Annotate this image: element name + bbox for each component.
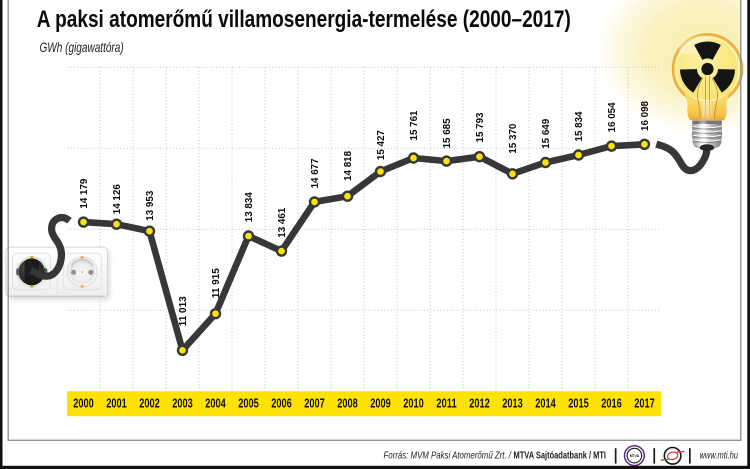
svg-text:15 761: 15 761 bbox=[409, 110, 420, 140]
svg-text:14 677: 14 677 bbox=[310, 158, 321, 188]
svg-text:14 126: 14 126 bbox=[112, 184, 123, 214]
svg-text:15 685: 15 685 bbox=[442, 118, 453, 148]
svg-text:MTVA: MTVA bbox=[630, 454, 640, 458]
svg-text:Forrás: MVM Paksi Atomerőmű Zr: Forrás: MVM Paksi Atomerőmű Zrt. / bbox=[384, 451, 512, 462]
svg-text:2013: 2013 bbox=[502, 396, 523, 410]
svg-text:2016: 2016 bbox=[601, 396, 622, 410]
svg-text:15 834: 15 834 bbox=[574, 111, 585, 141]
svg-text:2006: 2006 bbox=[271, 396, 292, 410]
svg-text:2008: 2008 bbox=[337, 396, 358, 410]
svg-text:13 834: 13 834 bbox=[244, 192, 255, 222]
svg-text:15 649: 15 649 bbox=[541, 118, 552, 148]
svg-text:11 013: 11 013 bbox=[178, 296, 189, 326]
svg-text:14 818: 14 818 bbox=[343, 150, 354, 180]
svg-text:GWh (gigawattóra): GWh (gigawattóra) bbox=[40, 39, 124, 55]
svg-text:13 461: 13 461 bbox=[277, 207, 288, 237]
svg-text:11 915: 11 915 bbox=[211, 268, 222, 298]
svg-text:16 054: 16 054 bbox=[607, 102, 618, 132]
svg-text:MTVA Sajtóadatbank / MTI: MTVA Sajtóadatbank / MTI bbox=[514, 451, 607, 462]
svg-text:2004: 2004 bbox=[205, 396, 226, 410]
svg-text:2002: 2002 bbox=[139, 396, 160, 410]
svg-text:2007: 2007 bbox=[304, 396, 325, 410]
svg-text:2015: 2015 bbox=[568, 396, 589, 410]
svg-text:15 793: 15 793 bbox=[475, 112, 486, 142]
svg-text:15 427: 15 427 bbox=[376, 130, 387, 160]
svg-text:www.mti.hu: www.mti.hu bbox=[700, 451, 739, 462]
svg-text:2001: 2001 bbox=[106, 396, 127, 410]
svg-text:2014: 2014 bbox=[535, 396, 556, 410]
svg-text:2012: 2012 bbox=[469, 396, 490, 410]
svg-text:15 370: 15 370 bbox=[508, 123, 519, 153]
svg-text:2010: 2010 bbox=[403, 396, 424, 410]
svg-text:14 179: 14 179 bbox=[79, 178, 90, 208]
svg-text:A paksi atomerőmű villamosener: A paksi atomerőmű villamosenergia-termel… bbox=[37, 6, 571, 33]
svg-text:2005: 2005 bbox=[238, 396, 259, 410]
svg-text:16 098: 16 098 bbox=[640, 101, 651, 131]
svg-text:2000: 2000 bbox=[73, 396, 94, 410]
svg-text:2003: 2003 bbox=[172, 396, 193, 410]
svg-text:2009: 2009 bbox=[370, 396, 391, 410]
svg-text:2017: 2017 bbox=[634, 396, 655, 410]
svg-text:2011: 2011 bbox=[436, 396, 457, 410]
svg-text:13 953: 13 953 bbox=[145, 190, 156, 220]
